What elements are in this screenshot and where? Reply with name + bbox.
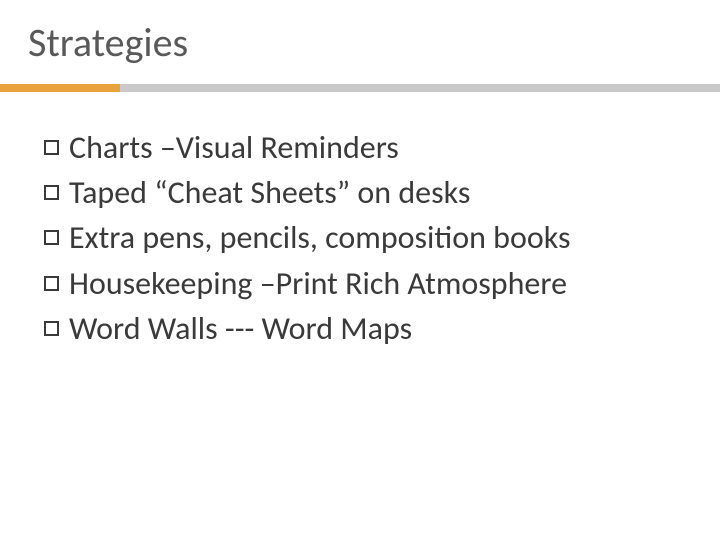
bullet-list: Charts –Visual Reminders Taped “Cheat Sh… — [44, 126, 684, 352]
slide-title: Strategies — [28, 18, 188, 67]
list-item-text: Charts –Visual Reminders — [69, 126, 684, 169]
list-item: Extra pens, pencils, composition books — [44, 216, 684, 259]
list-item: Taped “Cheat Sheets” on desks — [44, 171, 684, 214]
list-item-text: Taped “Cheat Sheets” on desks — [69, 171, 684, 214]
list-item-text: Housekeeping –Print Rich Atmosphere — [69, 262, 684, 305]
list-item-text: Extra pens, pencils, composition books — [69, 216, 684, 259]
list-item: Charts –Visual Reminders — [44, 126, 684, 169]
divider-rest — [120, 84, 720, 92]
title-divider — [0, 84, 720, 92]
list-item: Word Walls --- Word Maps — [44, 307, 684, 350]
square-bullet-icon — [44, 276, 59, 291]
square-bullet-icon — [44, 230, 59, 245]
list-item: Housekeeping –Print Rich Atmosphere — [44, 262, 684, 305]
slide: Strategies Charts –Visual Reminders Tape… — [0, 0, 720, 540]
square-bullet-icon — [44, 185, 59, 200]
divider-accent — [0, 84, 120, 92]
square-bullet-icon — [44, 140, 59, 155]
list-item-text: Word Walls --- Word Maps — [69, 307, 684, 350]
square-bullet-icon — [44, 321, 59, 336]
